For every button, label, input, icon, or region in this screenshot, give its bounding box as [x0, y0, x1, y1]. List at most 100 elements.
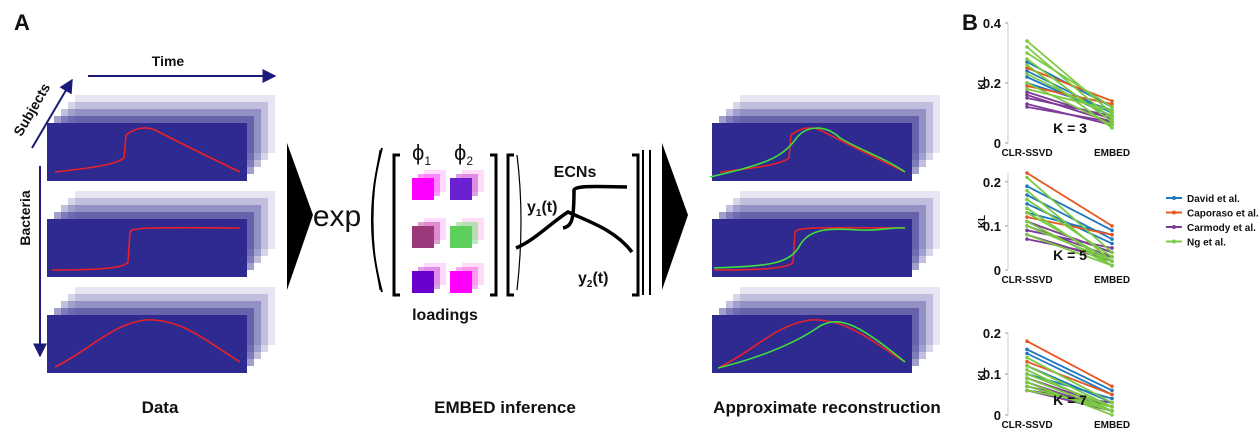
point: [1025, 229, 1029, 233]
legend-label: Ng et al.: [1187, 238, 1226, 249]
annotation: K = 7: [1053, 392, 1087, 408]
reconstruction-stacks: [710, 95, 940, 373]
point: [1110, 405, 1114, 409]
point: [1025, 224, 1029, 228]
symbol: ϕ: [454, 140, 466, 165]
point: [1110, 224, 1114, 228]
y-axis-label: KL: [977, 367, 988, 380]
point: [1110, 246, 1114, 250]
annotation: K = 5: [1053, 247, 1087, 263]
point: [1110, 237, 1114, 241]
point: [1025, 211, 1029, 215]
point: [1110, 259, 1114, 263]
y-tick-label: 0: [994, 136, 1001, 151]
point: [1025, 339, 1029, 343]
point: [1025, 184, 1029, 188]
point: [1025, 348, 1029, 352]
y-axis-label: KL: [977, 76, 988, 89]
loadings-grid: [412, 170, 484, 293]
symbol: ϕ: [412, 140, 424, 165]
point: [1025, 45, 1029, 49]
loadings-caption: loadings: [412, 307, 478, 324]
loading-label: ϕ2: [454, 140, 473, 168]
point: [1110, 242, 1114, 246]
point: [1025, 57, 1029, 61]
point: [1110, 229, 1114, 233]
loading-label: ϕ1: [412, 140, 431, 168]
caption: EMBED inference: [434, 398, 576, 417]
ecn-label: y1(t): [527, 199, 557, 219]
point: [1025, 193, 1029, 197]
y-tick-label: 0: [994, 263, 1001, 278]
panel-label: B: [962, 10, 978, 35]
panel-label: A: [14, 10, 30, 35]
legend-swatch-dot: [1172, 196, 1176, 200]
slope-line: [1027, 59, 1112, 122]
point: [1110, 401, 1114, 405]
point: [1110, 251, 1114, 255]
legend-label: Caporaso et al.: [1187, 209, 1259, 220]
arrow: [662, 143, 688, 290]
axis-label: Time: [152, 53, 185, 69]
point: [1025, 63, 1029, 67]
point: [1025, 364, 1029, 368]
x-tick-label: EMBED: [1094, 148, 1130, 159]
y-axis-label: KL: [977, 215, 988, 228]
subscript: 2: [466, 154, 473, 168]
legend-swatch-dot: [1172, 211, 1176, 215]
y-tick-label: 0.2: [983, 326, 1001, 341]
point: [1025, 360, 1029, 364]
slope-line: [1027, 83, 1112, 125]
point: [1025, 198, 1029, 202]
arrow: [287, 143, 313, 290]
x-tick-label: CLR-SSVD: [1001, 148, 1052, 159]
data-stacks: [47, 95, 275, 373]
legend-label: David et al.: [1187, 194, 1240, 205]
point: [1025, 237, 1029, 241]
exp-label: exp: [313, 200, 361, 233]
point: [1025, 376, 1029, 380]
subscript: 1: [424, 154, 431, 168]
point: [1025, 176, 1029, 180]
legend-swatch-dot: [1172, 240, 1176, 244]
suffix: (t): [592, 270, 608, 287]
point: [1025, 389, 1029, 393]
point: [1025, 206, 1029, 210]
suffix: (t): [541, 199, 557, 216]
bracket: [394, 155, 400, 295]
point: [1025, 51, 1029, 55]
y-tick-label: 0.2: [983, 175, 1001, 190]
point: [1025, 87, 1029, 91]
point: [1110, 393, 1114, 397]
legend: David et al.Caporaso et al.Carmody et al…: [1166, 194, 1259, 249]
point: [1110, 397, 1114, 401]
caption: Data: [142, 398, 179, 417]
point: [1025, 380, 1029, 384]
point: [1025, 385, 1029, 389]
legend-swatch-dot: [1172, 225, 1176, 229]
point: [1110, 385, 1114, 389]
point: [1110, 114, 1114, 118]
point: [1110, 409, 1114, 413]
point: [1025, 81, 1029, 85]
point: [1025, 220, 1029, 224]
point: [1110, 233, 1114, 237]
point: [1025, 72, 1029, 76]
point: [1025, 96, 1029, 100]
point: [1025, 202, 1029, 206]
symbol: y: [527, 199, 536, 216]
point: [1110, 413, 1114, 417]
x-tick-label: EMBED: [1094, 420, 1130, 431]
point: [1025, 372, 1029, 376]
caption: Approximate reconstruction: [713, 398, 941, 417]
figure: A Time Subjects Bacteria exp ϕ1 ϕ2: [0, 0, 1260, 436]
point: [1110, 123, 1114, 127]
point: [1025, 368, 1029, 372]
point: [1025, 233, 1029, 237]
symbol: y: [578, 270, 587, 287]
point: [1110, 264, 1114, 268]
ecns-title: ECNs: [554, 164, 597, 181]
y-tick-label: 0: [994, 408, 1001, 423]
